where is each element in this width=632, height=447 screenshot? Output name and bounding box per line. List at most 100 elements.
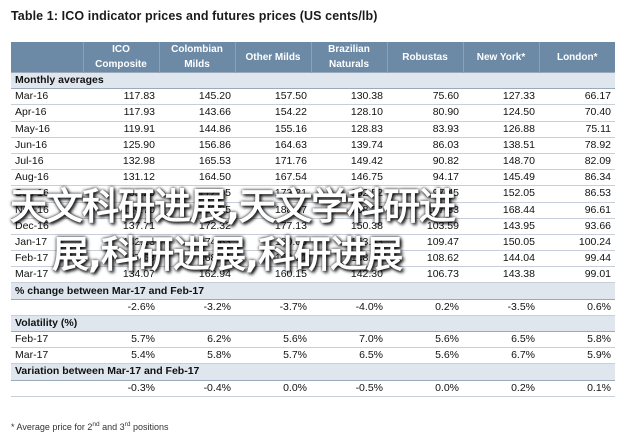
column-header-ico-composite: ICO Composite <box>83 42 160 73</box>
table-cell: 6.2% <box>159 331 235 349</box>
footnote-prefix: * Average price for 2 <box>11 422 93 432</box>
table-row: -0.3% -0.4% 0.0% -0.5% 0.0% 0.2% 0.1% <box>11 380 615 397</box>
table-cell: 137.71 <box>83 218 159 235</box>
row-label: May-16 <box>11 121 83 138</box>
table-cell: 172.32 <box>159 218 235 235</box>
table-cell: 5.6% <box>235 331 311 349</box>
table-cell: 97.45 <box>387 185 463 203</box>
table-cell: 78.92 <box>539 137 615 154</box>
table-cell: 90.82 <box>387 153 463 171</box>
monthly-rows: Mar-16 117.83 145.20 157.50 130.38 75.60 127.3… <box>11 88 615 284</box>
table-cell: 0.6% <box>539 299 615 316</box>
table-cell: 164.50 <box>159 169 235 187</box>
table-row: Mar-16 117.83 145.20 157.50 130.38 75.60 127.3… <box>11 88 615 106</box>
table-cell: 124.50 <box>463 104 539 122</box>
column-header-other-milds: Other Milds <box>235 42 312 73</box>
table-cell: 86.34 <box>539 169 615 187</box>
table-cell: 0.0% <box>387 380 463 397</box>
ico-price-table: ICO Composite Colombian Milds Other Mild… <box>11 42 615 397</box>
table-cell: 119.91 <box>83 121 159 138</box>
column-header-new-york: New York* <box>463 42 540 73</box>
table-cell: 134.07 <box>83 266 159 284</box>
table-cell: 171.76 <box>235 153 311 171</box>
table-cell: 143.38 <box>463 266 539 284</box>
table-cell: 103.59 <box>387 218 463 235</box>
table-cell: 5.6% <box>387 347 463 365</box>
footnote-sup-nd: nd <box>92 421 100 428</box>
table-cell: 0.2% <box>463 380 539 397</box>
section-header-row: Monthly averages <box>11 71 615 90</box>
table-cell: 117.93 <box>83 104 159 122</box>
table-cell: 6.7% <box>463 347 539 365</box>
table-cell: 127.33 <box>463 88 539 106</box>
row-label: Mar-16 <box>11 88 83 106</box>
column-header-london: London* <box>539 42 615 73</box>
row-label <box>11 299 83 316</box>
table-row: Apr-16 117.93 143.66 154.22 128.10 80.90 124.5… <box>11 104 615 122</box>
table-cell: 99.44 <box>539 250 615 268</box>
table-cell: 148.70 <box>463 153 539 171</box>
table-cell: 168.44 <box>463 202 539 219</box>
table-row: Feb-17 5.7% 6.2% 5.6% 7.0% 5.6% 6.5% 5.8% <box>11 331 615 349</box>
table-cell: 107.33 <box>387 202 463 219</box>
table-cell: 75.60 <box>387 88 463 106</box>
table-cell: 125.90 <box>83 137 159 154</box>
table-row: Jan-17 142.13 174.63 180.05 153.23 109.47 150.… <box>11 234 615 252</box>
table-cell: 117.83 <box>83 88 159 106</box>
footnote-sup-rd: rd <box>124 421 131 428</box>
table-row: -2.6% -3.2% -3.7% -4.0% 0.2% -3.5% 0.6% <box>11 299 615 316</box>
table-cell: 144.04 <box>463 250 539 268</box>
table-cell: 165.53 <box>159 153 235 171</box>
row-label: Dec-16 <box>11 218 83 235</box>
table-cell: 164.63 <box>235 137 311 154</box>
table-cell: -2.6% <box>83 299 159 316</box>
table-cell: 167.54 <box>235 169 311 187</box>
table-cell: -0.4% <box>159 380 235 397</box>
section-header-monthly: Monthly averages <box>11 71 615 90</box>
table-cell: 94.17 <box>387 169 463 187</box>
table-cell: 150.38 <box>311 218 387 235</box>
table-cell: 93.66 <box>539 218 615 235</box>
footnote-middle: and 3 <box>99 422 125 432</box>
table-cell: 6.5% <box>463 331 539 349</box>
column-header-row: ICO Composite Colombian Milds Other Mild… <box>11 42 615 73</box>
table-cell: 162.94 <box>159 266 235 284</box>
table-cell: 152.05 <box>463 185 539 203</box>
table-cell: 66.17 <box>539 88 615 106</box>
row-label: Apr-16 <box>11 104 83 122</box>
table-cell: 138.51 <box>463 137 539 154</box>
table-cell: 149.42 <box>311 153 387 171</box>
table-cell: 80.90 <box>387 104 463 122</box>
table-cell: 5.4% <box>83 347 159 365</box>
table-cell: 108.62 <box>387 250 463 268</box>
volatility-rows: Feb-17 5.7% 6.2% 5.6% 7.0% 5.6% 6.5% 5.8% Mar-17… <box>11 331 615 365</box>
table-cell: 126.88 <box>463 121 539 138</box>
table-cell: 145.49 <box>463 169 539 187</box>
table-cell: 86.03 <box>387 137 463 154</box>
section-header-row: Volatility (%) <box>11 314 615 333</box>
table-cell: 152.52 <box>311 185 387 203</box>
table-cell: 130.38 <box>311 88 387 106</box>
table-row: Jun-16 125.90 156.86 164.63 139.74 86.03 138.5… <box>11 137 615 154</box>
table-cell: 157.50 <box>235 88 311 106</box>
table-cell: -0.3% <box>83 380 159 397</box>
table-cell: 143.66 <box>159 104 235 122</box>
table-cell: 5.9% <box>539 347 615 365</box>
table-title: Table 1: ICO indicator prices and future… <box>11 9 378 23</box>
table-cell: 5.8% <box>159 347 235 365</box>
table-cell: -3.7% <box>235 299 311 316</box>
table-cell: 156.86 <box>159 137 235 154</box>
table-cell: 150.05 <box>463 234 539 252</box>
table-cell: 173.21 <box>235 185 311 203</box>
table-row: Dec-16 137.71 172.32 177.13 150.38 103.59 143.… <box>11 218 615 235</box>
footnote-suffix: positions <box>130 422 169 432</box>
table-cell: -3.5% <box>463 299 539 316</box>
table-cell: 0.0% <box>235 380 311 397</box>
row-label: Sep-16 <box>11 185 83 203</box>
column-header-colombian-milds: Colombian Milds <box>159 42 236 73</box>
table-cell: 182.85 <box>159 202 235 219</box>
table-cell: 142.30 <box>311 266 387 284</box>
table-cell: 172.05 <box>159 185 235 203</box>
table-cell: 188.97 <box>235 202 311 219</box>
section-header-volatility: Volatility (%) <box>11 314 615 333</box>
